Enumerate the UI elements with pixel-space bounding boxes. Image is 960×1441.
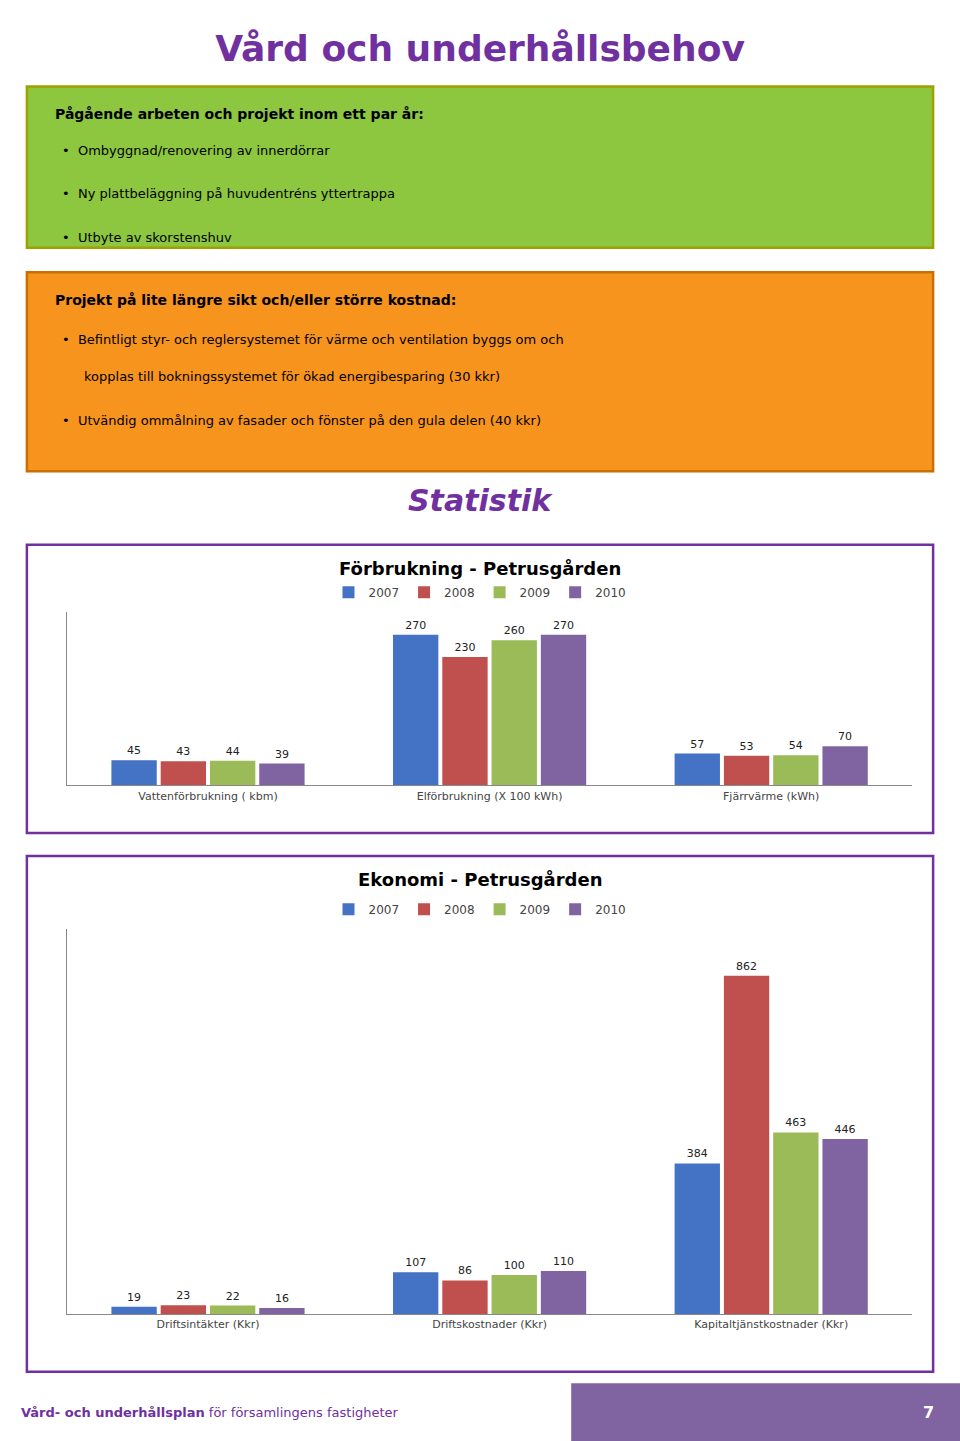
svg-text:2007: 2007	[369, 586, 400, 600]
svg-text:Driftsintäkter (Kkr): Driftsintäkter (Kkr)	[156, 1318, 259, 1331]
svg-text:44: 44	[226, 745, 240, 758]
svg-text:• Befintligt styr- och regler: • Befintligt styr- och reglersystemet fö…	[62, 332, 564, 347]
svg-text:39: 39	[275, 748, 289, 761]
svg-text:230: 230	[454, 641, 475, 654]
svg-text:2007: 2007	[369, 903, 400, 917]
svg-text:16: 16	[275, 1292, 289, 1305]
svg-text:57: 57	[690, 738, 704, 751]
svg-text:Pågående arbeten och projekt i: Pågående arbeten och projekt inom ett pa…	[55, 106, 424, 122]
svg-text:• Utbyte av skorstenshuv: • Utbyte av skorstenshuv	[62, 230, 232, 245]
svg-text:Vård- och underhållsplan för f: Vård- och underhållsplan för församlinge…	[21, 1405, 399, 1420]
svg-text:Projekt på lite längre sikt oc: Projekt på lite längre sikt och/eller st…	[55, 292, 456, 308]
svg-text:862: 862	[736, 960, 757, 973]
svg-text:2008: 2008	[444, 586, 475, 600]
svg-text:43: 43	[176, 745, 190, 758]
svg-text:107: 107	[405, 1256, 426, 1269]
svg-text:260: 260	[504, 624, 525, 637]
svg-text:70: 70	[838, 730, 852, 743]
svg-text:45: 45	[127, 744, 141, 757]
svg-text:Kapitaltjänstkostnader (Kkr): Kapitaltjänstkostnader (Kkr)	[694, 1318, 848, 1331]
svg-text:2009: 2009	[520, 586, 551, 600]
svg-text:270: 270	[553, 619, 574, 632]
svg-text:Vattenförbrukning ( kbm): Vattenförbrukning ( kbm)	[138, 790, 277, 803]
svg-text:23: 23	[176, 1289, 190, 1302]
svg-text:kopplas till bokningssystemet: kopplas till bokningssystemet för ökad e…	[84, 369, 500, 384]
svg-text:100: 100	[504, 1259, 525, 1272]
svg-text:Fjärrvärme (kWh): Fjärrvärme (kWh)	[723, 790, 819, 803]
svg-text:446: 446	[835, 1123, 856, 1136]
svg-text:2008: 2008	[444, 903, 475, 917]
svg-text:Vård och underhållsbehov: Vård och underhållsbehov	[215, 28, 745, 69]
svg-text:7: 7	[923, 1403, 934, 1422]
svg-text:110: 110	[553, 1255, 574, 1268]
svg-text:Elförbrukning (X 100 kWh): Elförbrukning (X 100 kWh)	[417, 790, 563, 803]
svg-text:• Utvändig ommålning av fasad: • Utvändig ommålning av fasader och föns…	[62, 413, 541, 428]
svg-text:2010: 2010	[595, 586, 626, 600]
svg-text:Ekonomi - Petrusgården: Ekonomi - Petrusgården	[358, 869, 603, 890]
svg-text:• Ombyggnad/renovering av inn: • Ombyggnad/renovering av innerdörrar	[62, 143, 330, 158]
svg-text:54: 54	[789, 739, 803, 752]
svg-text:86: 86	[458, 1264, 472, 1277]
svg-text:• Ny plattbeläggning på huvud: • Ny plattbeläggning på huvudentréns ytt…	[62, 186, 395, 201]
svg-text:384: 384	[687, 1147, 708, 1160]
svg-text:19: 19	[127, 1291, 141, 1304]
svg-text:Statistik: Statistik	[408, 483, 553, 518]
svg-text:53: 53	[740, 740, 754, 753]
svg-text:Driftskostnader (Kkr): Driftskostnader (Kkr)	[432, 1318, 547, 1331]
svg-text:Förbrukning - Petrusgården: Förbrukning - Petrusgården	[339, 558, 621, 579]
svg-text:270: 270	[405, 619, 426, 632]
svg-text:2009: 2009	[520, 903, 551, 917]
svg-text:22: 22	[226, 1290, 240, 1303]
svg-text:463: 463	[785, 1116, 806, 1129]
svg-text:2010: 2010	[595, 903, 626, 917]
